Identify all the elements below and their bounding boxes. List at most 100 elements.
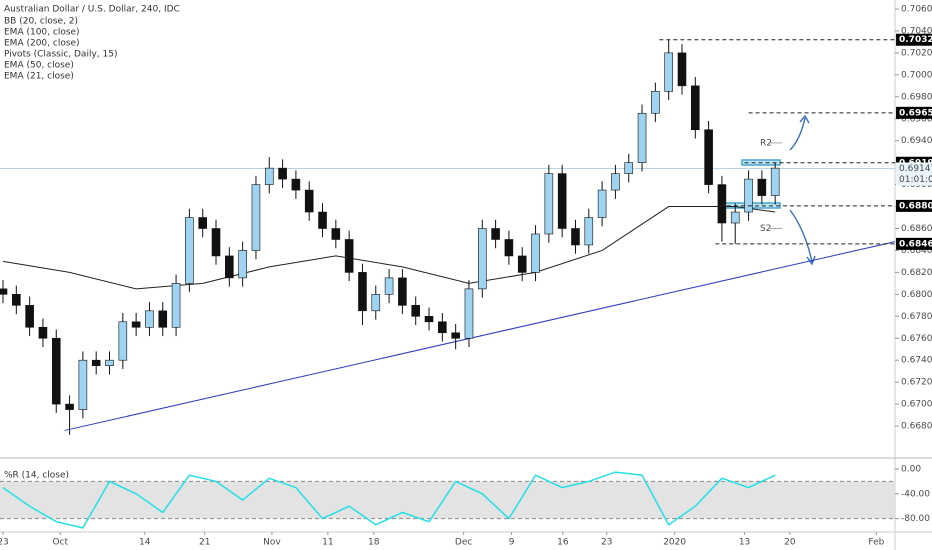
price-label-bg [896, 162, 932, 186]
candle-body [651, 91, 660, 114]
candle-body [251, 184, 261, 251]
candle-body [477, 228, 487, 290]
x-tick-label: Oct [52, 538, 68, 548]
x-tick-label: 11 [322, 538, 333, 548]
price-label-bg [896, 199, 932, 212]
candle-body [91, 359, 101, 366]
candle-body [318, 211, 327, 229]
indicator-label: EMA (21, close) [4, 72, 74, 82]
candle-body [438, 321, 447, 334]
candle-body [358, 272, 367, 312]
candle-body [491, 228, 500, 240]
candle-body [411, 305, 421, 317]
price-label-bg [896, 237, 932, 250]
x-tick-label: 2020 [663, 538, 686, 548]
candle-body [757, 178, 767, 196]
indicator-label: Pivots (Classic, Daily, 15) [4, 50, 117, 60]
x-tick-label: 23 [601, 538, 612, 548]
x-tick-label: 21 [199, 538, 210, 548]
candle-body [118, 321, 128, 361]
candle-body [637, 112, 647, 163]
x-tick-label: 20 [784, 538, 796, 548]
price-label-bg [896, 33, 932, 46]
x-tick-label: 9 [509, 538, 515, 548]
candle-body [12, 294, 21, 306]
candle-body [185, 217, 194, 284]
candle-body [264, 167, 274, 185]
candle-body [198, 217, 207, 229]
candle-body [677, 52, 687, 87]
candle-body [105, 359, 114, 366]
candle-body [584, 217, 594, 246]
legend: Australian Dollar / U.S. Dollar, 240, ID… [4, 5, 180, 481]
candle-body [557, 173, 567, 229]
indicator-label: EMA (200, close) [4, 39, 80, 49]
x-tick-label: Feb [868, 538, 884, 548]
arrow-head [799, 114, 810, 124]
candle-body [211, 228, 221, 257]
candle-body [25, 305, 34, 328]
price-label: 0.69654 [899, 108, 932, 118]
trendline [64, 241, 896, 431]
candle-body [544, 173, 554, 235]
candle-body [597, 189, 607, 218]
candle-body [171, 283, 181, 328]
candle-body [770, 167, 780, 196]
candle-body [691, 85, 700, 131]
arrow [789, 209, 813, 263]
x-tick-label: 18 [368, 538, 380, 548]
candle-body [65, 403, 74, 410]
candle-body [504, 239, 514, 257]
candle-body [730, 211, 740, 224]
candle-body [0, 288, 8, 295]
candle-body [384, 277, 394, 295]
candle-body [464, 288, 474, 339]
candle-body [611, 173, 620, 191]
candle-body [717, 184, 727, 224]
candle-body [131, 321, 141, 328]
candle-body [398, 277, 407, 306]
candle-body [158, 310, 168, 328]
price-label: 0.68806 [899, 201, 932, 211]
indicator-label: EMA (50, close) [4, 61, 74, 71]
chart-title: Australian Dollar / U.S. Dollar, 240, ID… [4, 5, 180, 15]
indicator-label: EMA (100, close) [4, 28, 80, 38]
arrow [789, 117, 806, 151]
y-tick-label: 0.00 [901, 465, 921, 475]
candle-body [145, 310, 154, 328]
candle-body [344, 239, 354, 273]
y-tick-label: 0.70600 [901, 5, 932, 15]
wr-band [0, 481, 895, 519]
candle-body [291, 178, 301, 191]
candle-body [704, 129, 713, 185]
candle-body [451, 332, 460, 339]
price-label: 0.69147 [899, 164, 932, 174]
y-tick-label: -40.00 [901, 489, 930, 499]
candle-body [331, 228, 341, 240]
candle-body [238, 250, 247, 279]
candle-body [304, 189, 314, 213]
candle-body [38, 326, 48, 339]
countdown-label: 01:01:05 [899, 175, 932, 185]
ema-line [2, 206, 776, 290]
price-label-bg [896, 106, 932, 119]
wr-line [2, 471, 776, 529]
y-tick-label: -80.00 [901, 514, 930, 524]
candle-body [371, 294, 381, 312]
candle-body [624, 162, 634, 174]
candle-body [78, 359, 88, 410]
